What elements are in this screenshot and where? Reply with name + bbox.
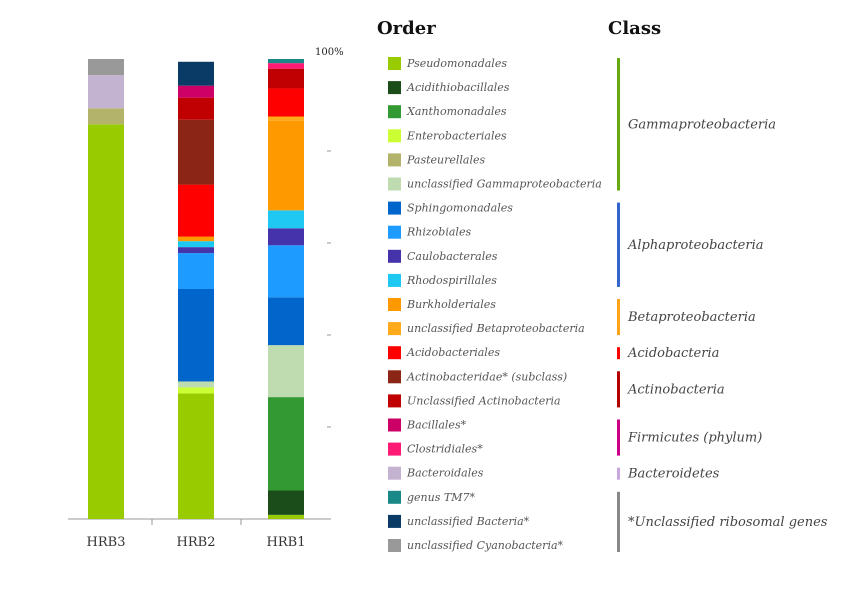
class-label-alphaproteobacteria: Alphaproteobacteria — [627, 238, 764, 253]
bar-segment-hrb2-rhizobiales — [178, 253, 214, 289]
legend-label-actinobacteridae-subclass: Actinobacteridae* (subclass) — [406, 370, 567, 383]
class-bar-actinobacteria — [617, 371, 620, 408]
bar-segment-hrb3-pasteurellales — [88, 108, 124, 125]
legend-label-rhizobiales: Rhizobiales — [406, 226, 471, 239]
bar-segment-hrb2-actinobacteridae-subclass — [178, 119, 214, 185]
legend-swatch-unclassified-bacteria — [388, 514, 401, 528]
y-top-label: 100% — [315, 47, 344, 58]
class-label-gammaproteobacteria: Gammaproteobacteria — [628, 117, 776, 132]
bar-segment-hrb1-caulobacterales — [268, 228, 304, 246]
class-bar-alphaproteobacteria — [617, 202, 620, 287]
legend-label-sphingomonadales: Sphingomonadales — [407, 202, 513, 215]
bar-segment-hrb2-rhodospirillales — [178, 241, 214, 248]
legend-label-pasteurellales: Pasteurellales — [406, 153, 486, 166]
class-label-betaproteobacteria: Betaproteobacteria — [627, 310, 756, 325]
class-bar-acidobacteria — [617, 347, 620, 360]
legend-swatch-genus-tm7 — [388, 490, 401, 504]
class-bar-betaproteobacteria — [617, 299, 620, 336]
class-label-unclassified-ribosomal-genes: *Unclassified ribosomal genes — [628, 515, 828, 530]
legend-swatch-acidobacteriales — [388, 346, 401, 360]
bar-segment-hrb1-acidobacteriales — [268, 88, 304, 117]
bar-segment-hrb1-burkholderiales — [268, 120, 304, 211]
x-tick-label-hrb2: HRB2 — [177, 535, 216, 550]
legend-label-enterobacteriales: Enterobacteriales — [406, 129, 507, 142]
bar-segment-hrb2-caulobacterales — [178, 247, 214, 254]
bar-segment-hrb2-unclassified-actinobacteria — [178, 97, 214, 120]
legend-swatch-sphingomonadales — [388, 201, 401, 215]
bar-segment-hrb2-enterobacteriales — [178, 387, 214, 394]
class-label-acidobacteria: Acidobacteria — [627, 346, 719, 361]
legend-swatch-unclassified-actinobacteria — [388, 394, 401, 408]
bar-segment-hrb1-rhizobiales — [268, 245, 304, 298]
class-heading: Class — [608, 18, 661, 39]
legend-label-unclassified-actinobacteria: Unclassified Actinobacteria — [407, 394, 561, 407]
legend-label-rhodospirillales: Rhodospirillales — [406, 274, 497, 287]
bar-segment-hrb1-clostridiales — [268, 63, 304, 69]
bar-segment-hrb3-pseudomonadales — [88, 124, 124, 519]
legend-swatch-actinobacteridae-subclass — [388, 370, 401, 384]
legend-label-xanthomonadales: Xanthomonadales — [406, 105, 507, 118]
legend-label-genus-tm7: genus TM7* — [407, 491, 475, 504]
bar-segment-hrb1-rhodospirillales — [268, 210, 304, 229]
bar-segment-hrb1-unclassified-actinobacteria — [268, 68, 304, 89]
legend-label-unclassified-gammaproteobacteria: unclassified Gammaproteobacteria — [407, 178, 602, 191]
legend-label-pseudomonadales: Pseudomonadales — [406, 57, 507, 70]
class-label-actinobacteria: Actinobacteria — [627, 382, 725, 397]
legend-swatch-unclassified-cyanobacteria — [388, 539, 401, 552]
bar-segment-hrb2-bacillales — [178, 85, 214, 98]
legend-label-acidithiobacillales: Acidithiobacillales — [406, 81, 510, 94]
bar-segment-hrb1-genus-tm7 — [268, 59, 304, 64]
legend-swatch-pseudomonadales — [388, 57, 401, 70]
legend-label-unclassified-bacteria: unclassified Bacteria* — [407, 515, 530, 528]
bar-segment-hrb1-unclassified-betaproteobacteria — [268, 116, 304, 121]
legend-swatch-bacteroidales — [388, 466, 401, 480]
legend-label-unclassified-cyanobacteria: unclassified Cyanobacteria* — [407, 539, 564, 552]
bar-segment-hrb1-unclassified-gammaproteobacteria — [268, 345, 304, 398]
x-tick-label-hrb1: HRB1 — [267, 535, 306, 550]
legend-swatch-pasteurellales — [388, 153, 401, 167]
bar-segment-hrb2-unclassified-gammaproteobacteria — [178, 381, 214, 388]
plot-area: 100% HRB3 HRB2 HRB1 — [68, 47, 344, 550]
legend-label-unclassified-betaproteobacteria: unclassified Betaproteobacteria — [407, 322, 585, 335]
legend-swatch-rhodospirillales — [388, 273, 401, 287]
legend-label-acidobacteriales: Acidobacteriales — [406, 346, 500, 359]
class-label-bacteroidetes: Bacteroidetes — [627, 467, 720, 482]
class-bar-firmicutes-phylum — [617, 419, 620, 456]
legend-swatch-rhizobiales — [388, 225, 401, 239]
bar-segment-hrb2-sphingomonadales — [178, 289, 214, 382]
legend-label-bacillales: Bacillales* — [406, 419, 467, 432]
legend-swatch-bacillales — [388, 418, 401, 432]
bar-segment-hrb1-pseudomonadales — [268, 514, 304, 519]
legend-label-clostridiales: Clostridiales* — [407, 443, 483, 456]
legend-label-burkholderiales: Burkholderiales — [406, 298, 496, 311]
bar-segment-hrb2-unclassified-bacteria — [178, 61, 214, 86]
bar-segment-hrb1-sphingomonadales — [268, 297, 304, 346]
class-bar-gammaproteobacteria — [617, 58, 620, 191]
legend-label-bacteroidales: Bacteroidales — [406, 467, 484, 480]
bar-segment-hrb2-acidobacteriales — [178, 184, 214, 237]
x-tick-label-hrb3: HRB3 — [87, 535, 126, 550]
legend-swatch-burkholderiales — [388, 298, 401, 311]
legend-swatch-xanthomonadales — [388, 105, 401, 119]
bar-segment-hrb3-unclassified-cyanobacteria — [88, 59, 124, 76]
bar-segment-hrb2-burkholderiales — [178, 236, 214, 242]
class-label-firmicutes-phylum: Firmicutes (phylum) — [627, 431, 762, 446]
class-bar-unclassified-ribosomal-genes — [617, 491, 620, 552]
bar-segment-hrb3-bacteroidales — [88, 75, 124, 109]
bar-segment-hrb2-pseudomonadales — [178, 393, 214, 519]
order-heading: Order — [377, 18, 436, 39]
legend-swatch-enterobacteriales — [388, 129, 401, 143]
legend-swatch-clostridiales — [388, 442, 401, 456]
legend-swatch-unclassified-gammaproteobacteria — [388, 177, 401, 191]
legend-label-caulobacterales: Caulobacterales — [407, 250, 498, 263]
legend: Order Class Pseudomonadales Acidithiobacill… — [377, 18, 828, 552]
class-bar-bacteroidetes — [617, 467, 620, 480]
legend-swatch-unclassified-betaproteobacteria — [388, 322, 401, 336]
bar-segment-hrb1-acidithiobacillales — [268, 490, 304, 515]
bar-segment-hrb1-xanthomonadales — [268, 397, 304, 491]
legend-swatch-acidithiobacillales — [388, 81, 401, 95]
legend-swatch-caulobacterales — [388, 249, 401, 263]
